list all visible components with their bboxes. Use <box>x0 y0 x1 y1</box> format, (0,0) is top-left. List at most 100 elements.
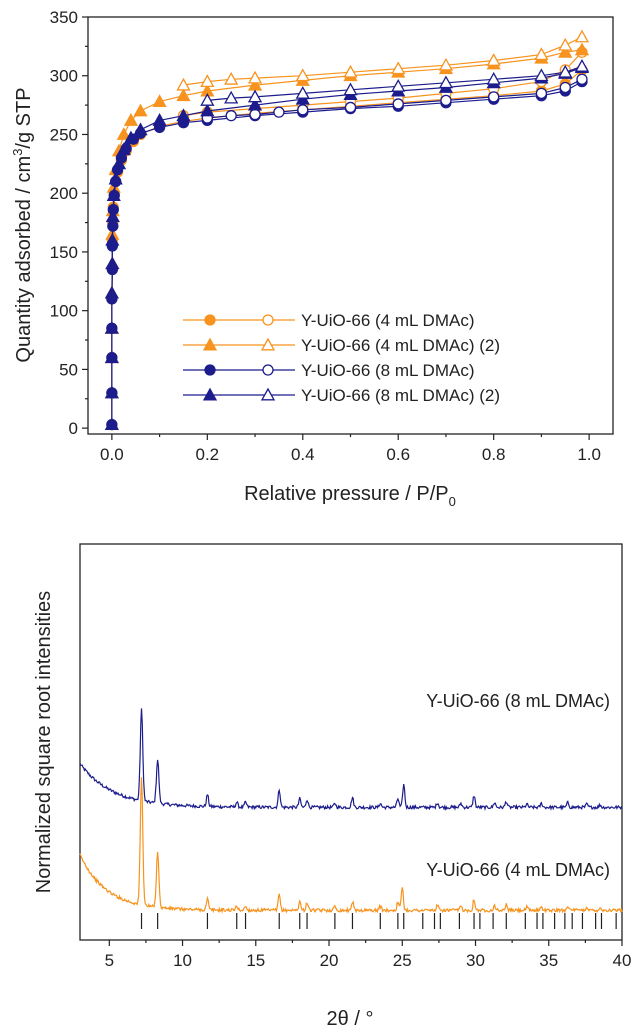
xrd-ticks: 5 10 15 20 25 30 35 40 <box>105 940 632 970</box>
desorption-point <box>343 64 358 78</box>
xrd-label-8ml: Y-UiO-66 (8 mL DMAc) <box>426 691 610 711</box>
xrd-series <box>79 708 623 914</box>
xrd-panel: 5 10 15 20 25 30 35 40 Y-UiO-66 (8 mL DMAc) Y-U… <box>33 543 632 1030</box>
xrd-y-axis-title: Normalized square root intensities <box>33 591 55 893</box>
adsorption-point <box>105 209 120 223</box>
xrd-x-tick-label: 15 <box>246 951 265 970</box>
isotherm-series-4 <box>104 58 590 431</box>
desorption-point <box>558 37 573 51</box>
desorption-point <box>295 68 310 82</box>
desorption-point <box>224 90 239 104</box>
adsorption-point <box>111 156 127 170</box>
adsorption-point <box>558 44 573 58</box>
adsorption-point <box>104 385 119 399</box>
xrd-x-tick-label: 35 <box>539 951 558 970</box>
adsorption-point <box>176 108 191 122</box>
adsorption-point <box>133 103 148 117</box>
desorption-point <box>440 94 452 107</box>
adsorption-point <box>116 142 131 156</box>
adsorption-point <box>116 127 131 140</box>
adsorption-point <box>105 232 120 246</box>
adsorption-point <box>152 113 167 126</box>
legend-label: Y-UiO-66 (8 mL DMAc) <box>301 361 475 380</box>
isotherm-legend: Y-UiO-66 (4 mL DMAc) Y-UiO-66 (4 mL DMAc)… <box>183 311 500 405</box>
desorption-point <box>200 93 215 106</box>
desorption-point <box>576 73 588 85</box>
legend-marker-open <box>260 387 276 401</box>
xrd-reference-ticks <box>140 913 617 929</box>
legend-label: Y-UiO-66 (4 mL DMAc) (2) <box>301 336 500 355</box>
isotherm-y-tick-label: 300 <box>50 67 78 86</box>
legend-item: Y-UiO-66 (4 mL DMAc) <box>183 311 475 330</box>
isotherm-ticks: 0.0 0.2 0.4 0.6 0.8 1.0 0 50 100 150 200 250 300 350 <box>50 8 601 464</box>
adsorption-point <box>200 103 215 117</box>
isotherm-y-tick-label: 250 <box>50 125 78 144</box>
adsorption-point <box>247 97 263 111</box>
xrd-x-tick-label: 10 <box>173 951 192 970</box>
adsorption-point <box>152 94 167 108</box>
desorption-point <box>247 70 263 84</box>
isotherm-x-tick-label: 0.2 <box>195 445 219 464</box>
adsorption-point <box>104 417 119 431</box>
desorption-point <box>534 68 549 82</box>
legend-label: Y-UiO-66 (4 mL DMAc) <box>301 311 475 330</box>
desorption-point <box>488 91 500 103</box>
isotherm-x-tick-label: 1.0 <box>577 445 601 464</box>
xrd-x-tick-label: 5 <box>105 951 114 970</box>
legend-marker-open <box>260 337 276 351</box>
xrd-pattern-2 <box>79 777 623 914</box>
isotherm-panel: 0.0 0.2 0.4 0.6 0.8 1.0050100150200250300350 … <box>10 8 614 509</box>
desorption-point <box>559 81 571 94</box>
legend-marker-open <box>262 364 274 376</box>
desorption-point <box>225 110 237 122</box>
legend-marker-filled <box>204 364 216 376</box>
desorption-point <box>438 57 454 71</box>
desorption-point <box>392 98 404 110</box>
desorption-point <box>574 29 590 43</box>
desorption-point <box>200 74 215 88</box>
desorption-point <box>535 87 548 100</box>
isotherm-y-tick-label: 350 <box>50 8 78 27</box>
isotherm-y-tick-label: 100 <box>50 302 78 321</box>
desorption-point <box>486 71 501 85</box>
desorption-point <box>249 108 261 121</box>
isotherm-y-tick-label: 50 <box>59 360 78 379</box>
desorption-point <box>273 106 285 118</box>
adsorption-point <box>104 285 119 299</box>
legend-item: Y-UiO-66 (8 mL DMAc) (2) <box>183 386 500 405</box>
isotherm-series <box>104 29 590 431</box>
desorption-point <box>391 78 406 92</box>
legend-item: Y-UiO-66 (4 mL DMAc) (2) <box>183 336 500 355</box>
isotherm-y-axis-title: Quantity adsorbed / cm3/g STP <box>10 87 35 362</box>
desorption-point <box>224 71 239 85</box>
xrd-x-tick-label: 30 <box>466 951 485 970</box>
xrd-x-tick-label: 20 <box>320 951 339 970</box>
xrd-x-tick-label: 40 <box>613 951 632 970</box>
desorption-point <box>247 89 263 103</box>
isotherm-x-tick-label: 0.0 <box>100 445 124 464</box>
isotherm-x-tick-label: 0.8 <box>482 445 506 464</box>
isotherm-x-axis-title: Relative pressure / P/P0 <box>244 483 456 509</box>
desorption-point <box>344 101 357 114</box>
isotherm-x-tick-label: 0.4 <box>291 445 315 464</box>
adsorption-point <box>123 130 139 144</box>
legend-marker-open <box>262 314 274 326</box>
adsorption-point <box>123 113 139 126</box>
desorption-point <box>574 58 590 72</box>
adsorption-point <box>105 256 120 270</box>
desorption-point <box>438 75 454 89</box>
xrd-x-tick-label: 25 <box>393 951 412 970</box>
adsorption-point <box>176 88 191 102</box>
desorption-point <box>558 64 573 78</box>
adsorption-point <box>108 171 123 185</box>
isotherm-y-tick-label: 150 <box>50 243 78 262</box>
xrd-label-4ml: Y-UiO-66 (4 mL DMAc) <box>426 860 610 880</box>
xrd-pattern-1 <box>79 708 623 812</box>
desorption-point <box>295 86 310 99</box>
adsorption-point <box>574 42 590 56</box>
desorption-point <box>297 104 309 116</box>
adsorption-point <box>133 122 148 136</box>
xrd-plot-frame <box>79 543 623 941</box>
adsorption-point <box>106 188 121 201</box>
